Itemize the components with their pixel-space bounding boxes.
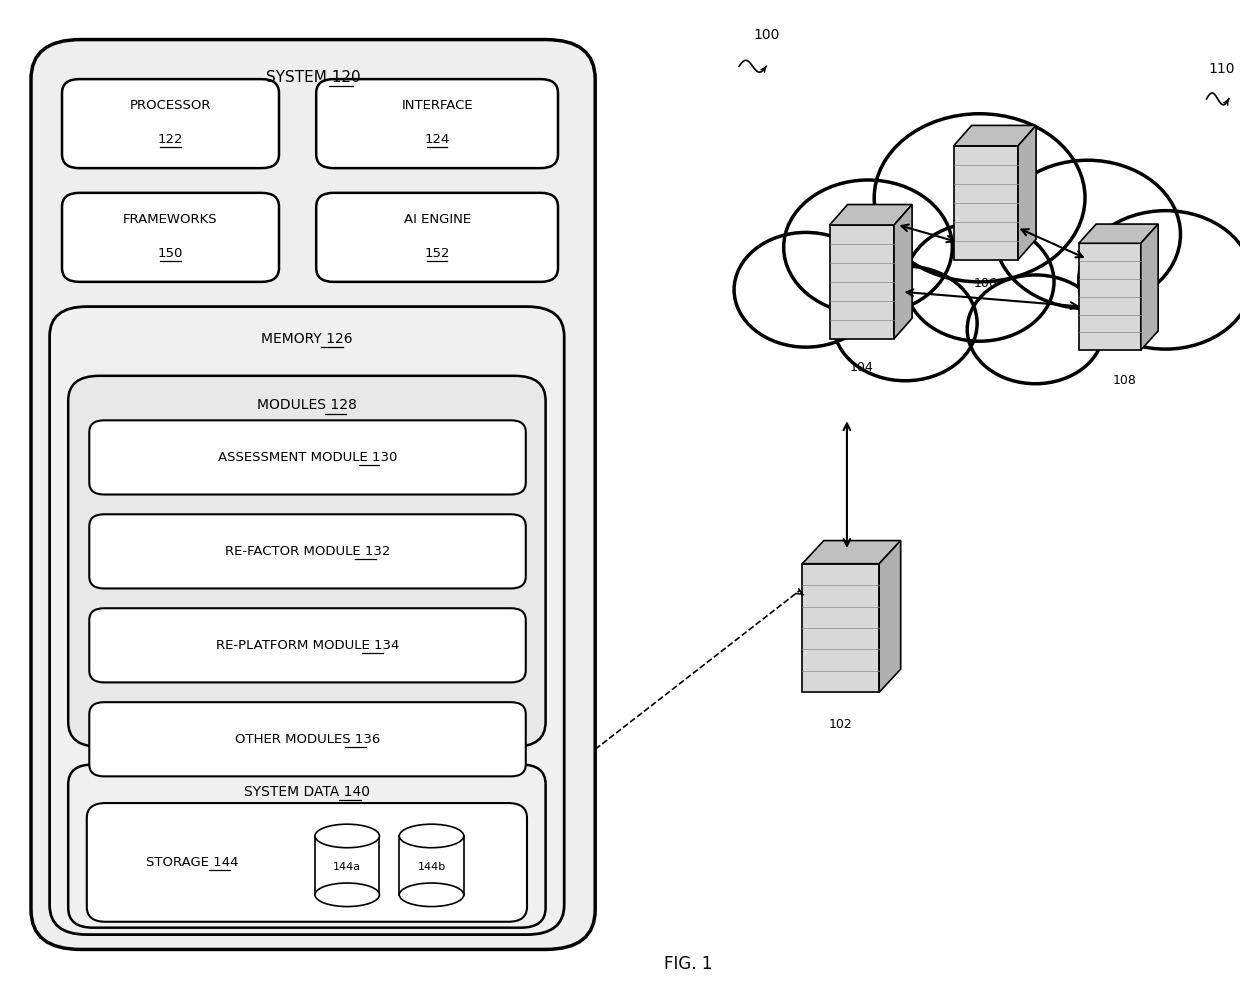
- Polygon shape: [1141, 225, 1158, 350]
- FancyBboxPatch shape: [68, 764, 546, 928]
- Text: AI ENGINE: AI ENGINE: [403, 213, 471, 226]
- Bar: [399, 836, 464, 895]
- Bar: [954, 145, 1018, 259]
- Text: FRAMEWORKS: FRAMEWORKS: [123, 213, 218, 226]
- Text: 150: 150: [157, 246, 184, 260]
- Text: ASSESSMENT MODULE 130: ASSESSMENT MODULE 130: [218, 451, 397, 464]
- Circle shape: [833, 266, 977, 381]
- Circle shape: [734, 232, 878, 347]
- Circle shape: [874, 114, 1085, 282]
- FancyBboxPatch shape: [50, 307, 564, 935]
- Ellipse shape: [399, 883, 464, 907]
- Text: 106: 106: [973, 277, 998, 291]
- Text: SYSTEM DATA 140: SYSTEM DATA 140: [244, 785, 370, 799]
- Text: MODULES 128: MODULES 128: [257, 399, 357, 412]
- FancyBboxPatch shape: [68, 376, 546, 747]
- Bar: [830, 225, 894, 338]
- Circle shape: [1079, 211, 1240, 349]
- FancyBboxPatch shape: [31, 40, 595, 949]
- Polygon shape: [1079, 225, 1158, 243]
- FancyBboxPatch shape: [89, 702, 526, 776]
- Text: MEMORY 126: MEMORY 126: [262, 332, 352, 346]
- Bar: [315, 836, 379, 895]
- Text: 110: 110: [1208, 62, 1235, 76]
- Bar: [1079, 243, 1141, 350]
- Ellipse shape: [399, 824, 464, 848]
- FancyBboxPatch shape: [89, 608, 526, 682]
- Text: PROCESSOR: PROCESSOR: [130, 99, 211, 113]
- Ellipse shape: [315, 883, 379, 907]
- Text: INTERFACE: INTERFACE: [402, 99, 472, 113]
- Text: 100: 100: [753, 28, 780, 42]
- Circle shape: [784, 180, 952, 315]
- FancyBboxPatch shape: [89, 420, 526, 494]
- Text: STORAGE 144: STORAGE 144: [146, 855, 238, 869]
- Polygon shape: [879, 541, 900, 692]
- Text: RE-PLATFORM MODULE 134: RE-PLATFORM MODULE 134: [216, 639, 399, 652]
- Text: FIG. 1: FIG. 1: [663, 955, 713, 973]
- Text: 124: 124: [424, 133, 450, 146]
- Circle shape: [967, 275, 1104, 384]
- Polygon shape: [954, 126, 1037, 145]
- Circle shape: [905, 223, 1054, 341]
- Text: 152: 152: [424, 246, 450, 260]
- FancyBboxPatch shape: [89, 514, 526, 588]
- Text: 102: 102: [828, 718, 853, 732]
- Text: 144a: 144a: [334, 862, 361, 872]
- Text: RE-FACTOR MODULE 132: RE-FACTOR MODULE 132: [224, 545, 391, 558]
- Polygon shape: [894, 205, 913, 338]
- Polygon shape: [1018, 126, 1037, 259]
- Polygon shape: [830, 205, 913, 225]
- Polygon shape: [802, 541, 900, 564]
- FancyBboxPatch shape: [316, 193, 558, 282]
- Text: 122: 122: [157, 133, 184, 146]
- Circle shape: [994, 160, 1180, 309]
- Bar: [802, 564, 879, 692]
- Text: SYSTEM 120: SYSTEM 120: [265, 69, 361, 85]
- FancyBboxPatch shape: [87, 803, 527, 922]
- Text: 108: 108: [1112, 374, 1137, 388]
- Text: 104: 104: [849, 361, 874, 375]
- Text: OTHER MODULES 136: OTHER MODULES 136: [234, 733, 381, 746]
- Ellipse shape: [315, 824, 379, 848]
- FancyBboxPatch shape: [62, 79, 279, 168]
- FancyBboxPatch shape: [62, 193, 279, 282]
- FancyBboxPatch shape: [316, 79, 558, 168]
- Text: 144b: 144b: [418, 862, 445, 872]
